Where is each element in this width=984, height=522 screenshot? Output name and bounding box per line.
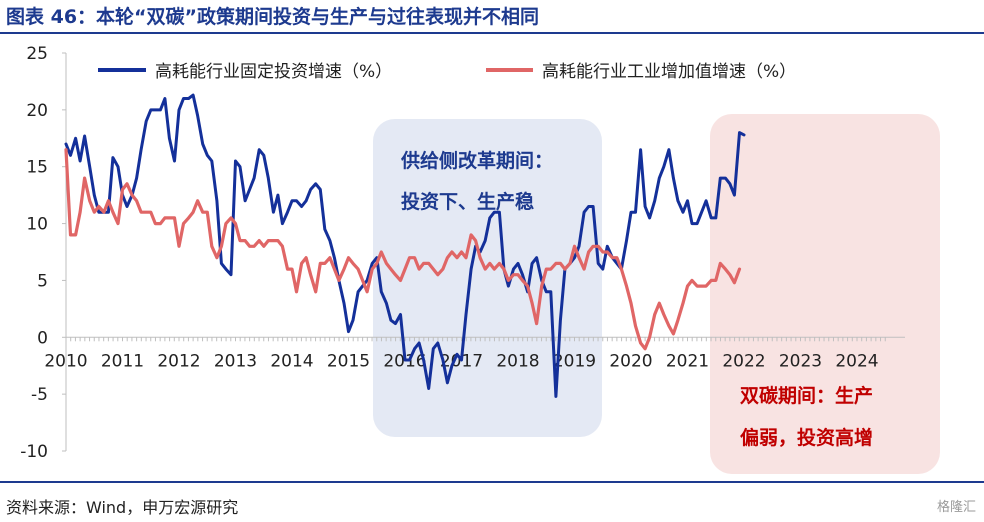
series-line-investment [64,93,746,398]
x-tick-label: 2010 [44,351,87,371]
y-tick-label: 20 [26,101,48,121]
annotation-supply-side-line1: 供给侧改革期间： [400,149,553,172]
title-rule [0,32,984,34]
y-tick-label: 10 [26,215,48,235]
annotation-box-supply-side: 供给侧改革期间： 投资下、生产稳 [373,119,602,437]
x-tick-label: 2022 [722,351,765,371]
annotation-box-dual-carbon-bg [710,114,940,474]
x-tick-label: 2023 [779,351,822,371]
y-tick-label: 25 [26,44,48,64]
y-tick-label: 5 [37,271,48,291]
page-title: 图表 46：本轮“双碳”政策期间投资与生产与过往表现并不相同 [6,6,540,28]
y-tick-label: -5 [31,385,48,405]
series-line-value-added [64,148,742,351]
footer-rule [0,481,984,483]
x-tick-label: 2015 [327,351,370,371]
y-tick-label: 0 [37,328,48,348]
y-tick-label: -10 [20,442,48,462]
annotation-box-supply-side-bg [373,119,602,437]
annotation-box-dual-carbon: 双碳期间：生产 偏弱，投资高增 [710,114,940,474]
x-tick-label: 2024 [835,351,878,371]
x-tick-label: 2018 [496,351,539,371]
x-tick-label: 2011 [101,351,144,371]
x-tick-label: 2012 [157,351,200,371]
legend-label-value-added: 高耗能行业工业增加值增速（%） [542,62,796,82]
legend: 高耗能行业固定投资增速（%） 高耗能行业工业增加值增速（%） [98,62,796,82]
source-note: 资料来源：Wind，申万宏源研究 [6,498,239,517]
x-tick-label: 2014 [270,351,313,371]
annotation-dual-carbon-line1: 双碳期间：生产 [740,384,873,407]
legend-label-investment: 高耗能行业固定投资增速（%） [155,62,392,82]
annotation-dual-carbon-line2: 偏弱，投资高增 [740,426,873,449]
x-tick-label: 2019 [553,351,596,371]
y-tick-label: 15 [26,158,48,178]
series-lines [64,93,746,398]
watermark-logo: 格隆汇 [936,500,976,515]
x-tick-label: 2021 [666,351,709,371]
x-tick-label: 2020 [609,351,652,371]
annotation-supply-side-line2: 投资下、生产稳 [401,190,534,213]
x-tick-label: 2013 [214,351,257,371]
